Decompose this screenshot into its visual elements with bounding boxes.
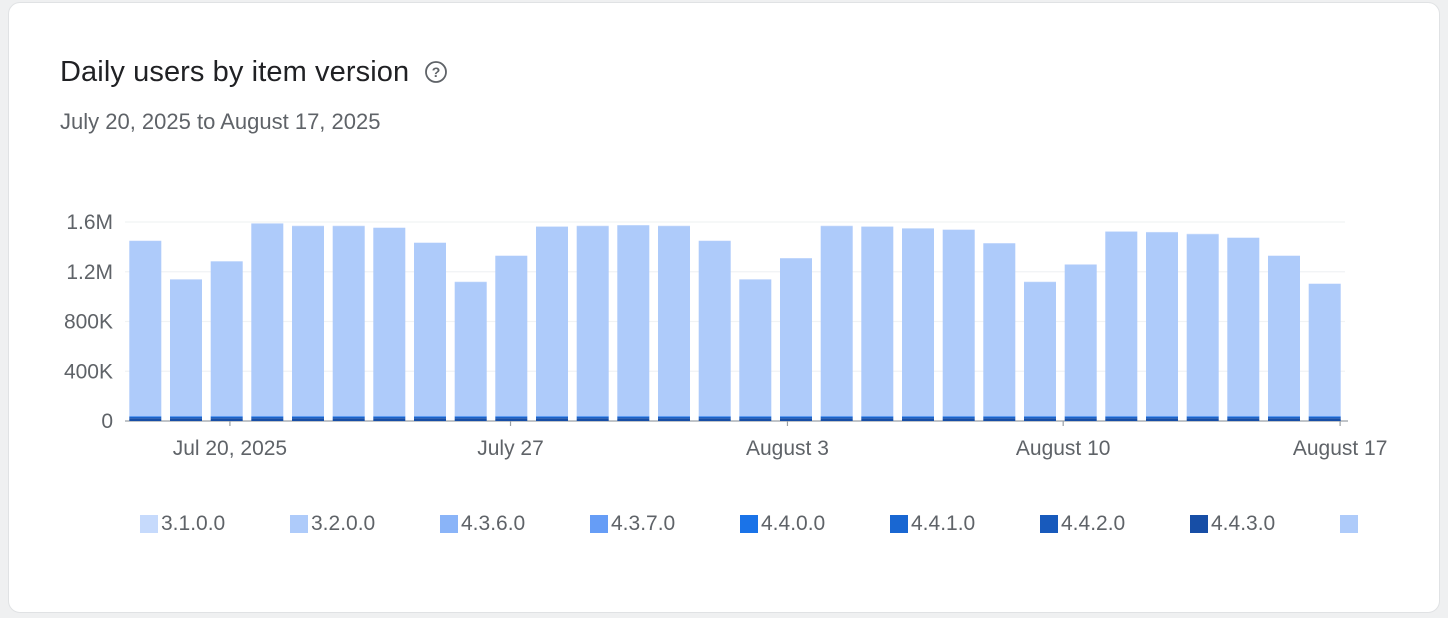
help-glyph: ? xyxy=(432,64,441,80)
legend-item-4.4.2.0: 4.4.2.0 xyxy=(1040,512,1190,536)
legend-item-4.4.1.0: 4.4.1.0 xyxy=(890,512,1040,536)
legend-swatch-icon xyxy=(1340,515,1358,533)
legend-swatch-icon xyxy=(590,515,608,533)
legend-swatch-icon xyxy=(140,515,158,533)
legend-label: 3.1.0.0 xyxy=(161,512,226,535)
legend-item-4.3.7.0: 4.3.7.0 xyxy=(590,512,740,536)
date-range-subtitle: July 20, 2025 to August 17, 2025 xyxy=(60,109,381,134)
help-icon[interactable]: ? xyxy=(424,60,448,84)
legend-label: 4.4.0.0 xyxy=(761,512,826,535)
help-icon-svg: ? xyxy=(425,61,448,83)
legend-swatch-icon xyxy=(890,515,908,533)
legend-swatch-icon xyxy=(440,515,458,533)
legend-label: 3.2.0.0 xyxy=(311,512,376,535)
legend-label: 4.4.2.0 xyxy=(1061,512,1126,535)
legend-item-overflow xyxy=(1340,512,1448,536)
legend-item-4.4.0.0: 4.4.0.0 xyxy=(740,512,890,536)
legend-item-3.2.0.0: 3.2.0.0 xyxy=(290,512,440,536)
legend-swatch-icon xyxy=(290,515,308,533)
legend-label: 4.4.3.0 xyxy=(1211,512,1276,535)
legend-item-4.3.6.0: 4.3.6.0 xyxy=(440,512,590,536)
legend-label: 4.3.6.0 xyxy=(461,512,526,535)
legend-item-4.4.3.0: 4.4.3.0 xyxy=(1190,512,1340,536)
legend-swatch-icon xyxy=(1040,515,1058,533)
chart-title: Daily users by item version xyxy=(60,56,410,88)
legend-swatch-icon xyxy=(1190,515,1208,533)
legend-label: 4.4.1.0 xyxy=(911,512,976,535)
legend: 3.1.0.0 3.2.0.0 4.3.6.0 4.3.7.0 4.4.0.0 4.4.1… xyxy=(140,512,1448,536)
title-row: Daily users by item version ? xyxy=(60,56,448,88)
legend-swatch-icon xyxy=(740,515,758,533)
legend-label: 4.3.7.0 xyxy=(611,512,676,535)
legend-item-3.1.0.0: 3.1.0.0 xyxy=(140,512,290,536)
